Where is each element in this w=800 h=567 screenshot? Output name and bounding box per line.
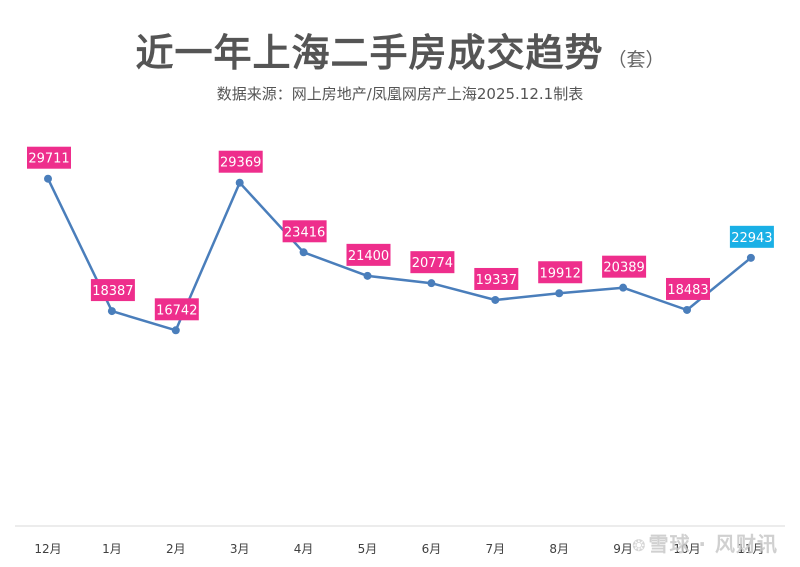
data-point <box>619 283 628 292</box>
data-label: 19337 <box>474 267 519 290</box>
data-label-box <box>154 298 199 321</box>
x-tick-label: 11月 <box>737 542 764 556</box>
data-point <box>746 253 755 262</box>
data-point <box>363 271 372 280</box>
data-label-box <box>410 251 455 274</box>
data-label-box <box>729 225 774 248</box>
chart-title: 近一年上海二手房成交趋势 （套） <box>0 22 800 77</box>
data-point <box>683 305 691 314</box>
x-tick-label: 1月 <box>102 542 122 556</box>
data-point <box>44 174 52 183</box>
data-label-text: 20389 <box>603 261 644 276</box>
data-label: 20389 <box>602 255 647 278</box>
watermark-logo-icon: ❂ <box>632 536 647 555</box>
data-point <box>107 307 116 316</box>
x-tick-label: 10月 <box>673 542 700 556</box>
data-label: 29711 <box>27 146 71 169</box>
data-label-box <box>346 243 391 266</box>
data-point <box>427 279 436 288</box>
data-label-box <box>538 261 583 284</box>
data-point <box>555 289 564 298</box>
data-label-text: 19912 <box>540 266 581 281</box>
x-tick-label: 2月 <box>166 542 186 556</box>
x-tick-label: 9月 <box>613 542 633 556</box>
chart-title-text: 近一年上海二手房成交趋势 <box>135 31 604 75</box>
data-label-text: 21400 <box>348 249 389 264</box>
x-tick-label: 3月 <box>230 542 250 556</box>
data-label: 16742 <box>154 298 199 321</box>
data-label-text: 20774 <box>412 256 453 271</box>
data-label: 20774 <box>410 251 455 274</box>
data-label-box <box>27 146 71 169</box>
x-tick-label: 6月 <box>422 542 442 556</box>
data-point <box>235 178 244 187</box>
data-label-text: 16742 <box>156 303 197 318</box>
data-label-box <box>666 277 710 300</box>
data-label-box <box>218 150 263 173</box>
data-label-text: 19337 <box>476 273 517 288</box>
data-label-text: 18483 <box>667 283 708 298</box>
data-label-box <box>602 255 647 278</box>
data-point <box>171 326 180 335</box>
x-tick-label: 12月 <box>34 542 61 556</box>
data-label-text: 29369 <box>220 156 261 171</box>
data-label-text: 22943 <box>731 231 772 246</box>
series-line <box>46 178 752 332</box>
data-label-text: 29711 <box>28 152 69 167</box>
data-point <box>491 295 500 304</box>
data-label: 29369 <box>218 150 263 173</box>
data-point <box>299 248 308 257</box>
data-label-box <box>282 220 327 243</box>
data-label: 22943 <box>729 225 774 248</box>
watermark-text: 雪球 · 风财讯 <box>648 532 778 556</box>
data-label: 19912 <box>538 261 583 284</box>
data-label-box <box>474 267 519 290</box>
x-tick-label: 4月 <box>294 542 314 556</box>
watermark: ❂ 雪球 · 风财讯 <box>632 528 778 557</box>
data-label-text: 23416 <box>284 225 325 240</box>
data-label: 18483 <box>666 277 710 300</box>
x-tick-label: 5月 <box>358 542 378 556</box>
data-label: 21400 <box>346 243 391 266</box>
data-label-text: 18387 <box>92 284 133 299</box>
chart-unit: （套） <box>607 49 665 71</box>
data-label: 18387 <box>90 279 135 302</box>
x-tick-label: 7月 <box>485 542 505 556</box>
data-label: 23416 <box>282 220 327 243</box>
x-tick-label: 8月 <box>549 542 569 556</box>
data-label-box <box>90 279 135 302</box>
chart-subtitle: 数据来源：网上房地产/凤凰网房产上海2025.12.1制表 <box>216 85 584 103</box>
